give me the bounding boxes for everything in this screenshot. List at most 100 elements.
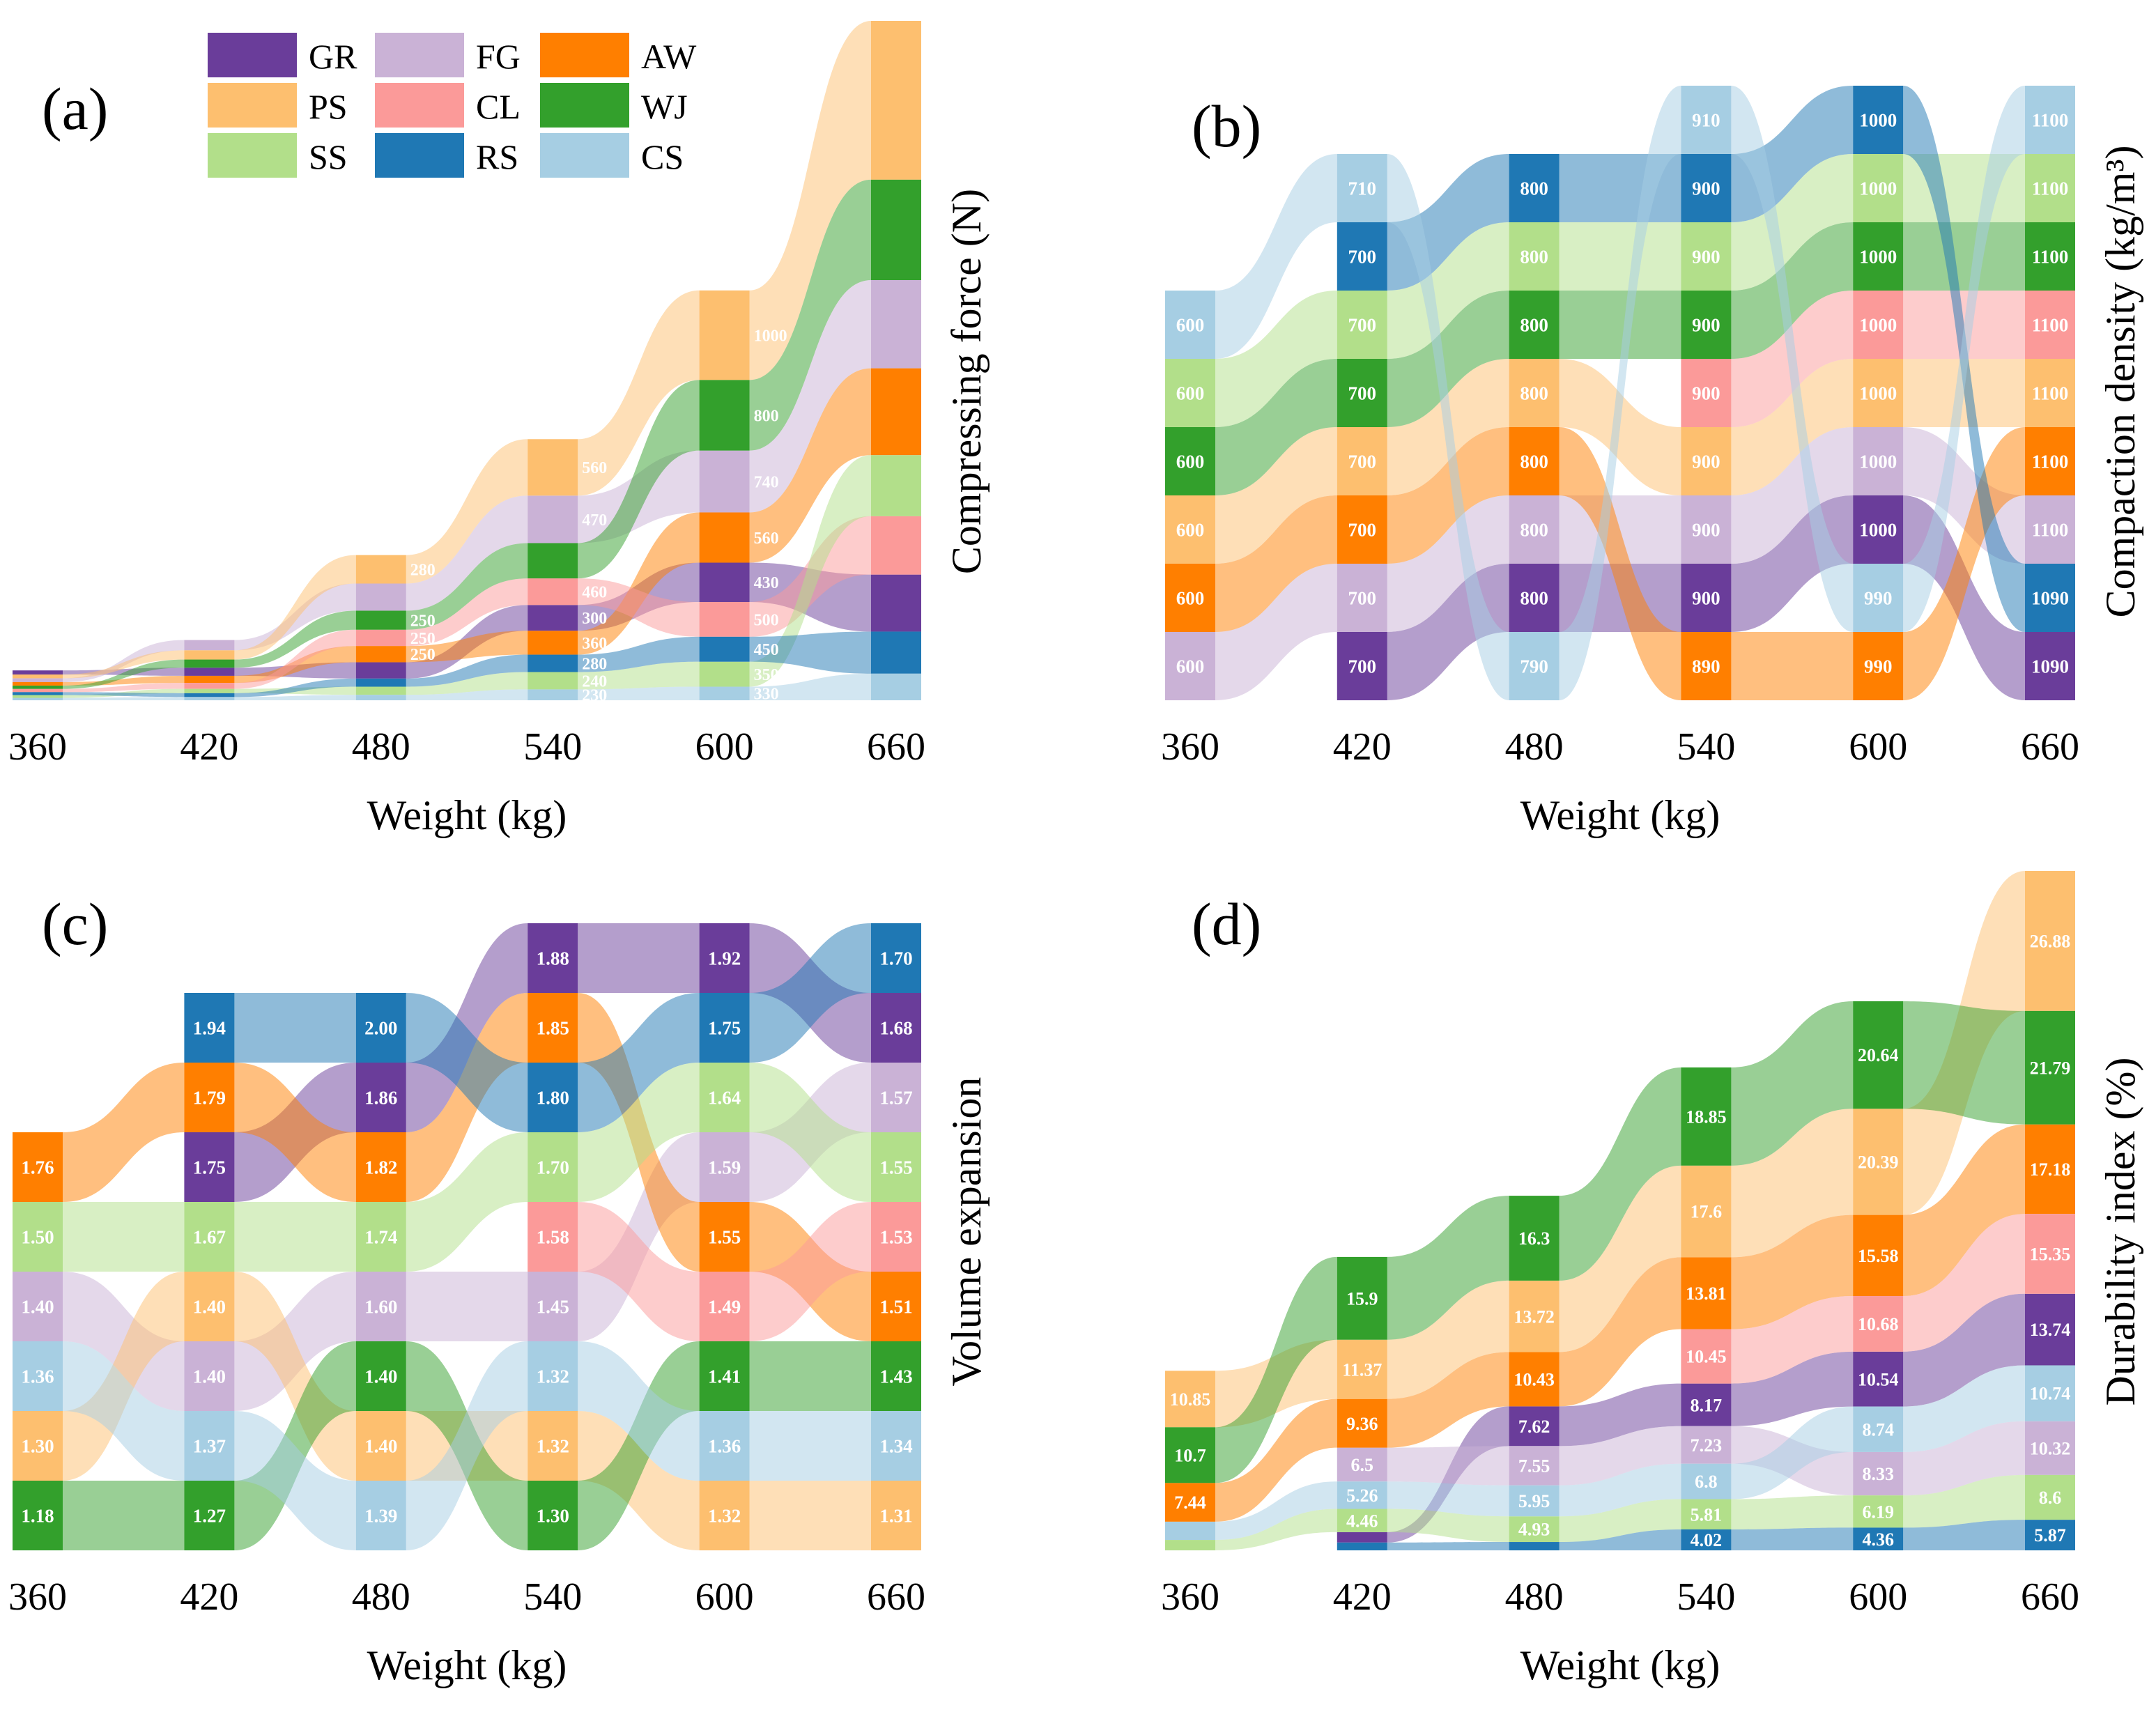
- ribbon-wj: [1903, 222, 2025, 291]
- data-label: 800: [1520, 519, 1548, 540]
- bar-gr-480: [1509, 1406, 1560, 1447]
- ribbon-ss: [1387, 1509, 1509, 1543]
- bar-fg-660: [871, 1063, 921, 1132]
- bar-gr-420: [1337, 1532, 1387, 1543]
- ribbon-cl: [1731, 1296, 1854, 1384]
- x-axis-label: Weight (kg): [367, 792, 567, 838]
- data-label: 1.55: [708, 1226, 741, 1247]
- ribbon-cs: [1559, 86, 1681, 700]
- bar-cl-660: [871, 516, 921, 575]
- bar-rs-660: [2025, 564, 2075, 632]
- bar-cs-480: [355, 1481, 406, 1550]
- bar-cs-420: [1337, 154, 1387, 222]
- bar-cl-660: [871, 1202, 921, 1272]
- panel-label: (d): [1192, 890, 1261, 957]
- ribbon-ps: [1731, 359, 1854, 495]
- bar-cs-540: [528, 689, 578, 700]
- ribbon-ps: [63, 650, 185, 679]
- data-label: 1090: [2031, 656, 2069, 677]
- bar-ss-540: [1681, 222, 1732, 291]
- bar-fg-480: [355, 583, 406, 611]
- bar-ss-360: [1165, 1540, 1215, 1550]
- data-label: 900: [1692, 178, 1720, 199]
- ribbon-wj: [234, 610, 356, 668]
- bar-rs-600: [1853, 1527, 1904, 1550]
- bar-ps-660: [2025, 871, 2075, 1011]
- bar-ss-660: [871, 1132, 921, 1202]
- legend-swatch-wj: [540, 83, 629, 128]
- data-label: 1.32: [537, 1366, 569, 1387]
- bar-fg-660: [2025, 495, 2075, 564]
- data-label: 360: [582, 635, 607, 653]
- data-label: 1.30: [21, 1435, 54, 1456]
- data-label: 1100: [2032, 519, 2069, 540]
- bar-gr-420: [184, 1132, 235, 1202]
- data-label: 1.37: [193, 1435, 226, 1456]
- bar-wj-360: [1165, 1427, 1215, 1483]
- data-label: 790: [1520, 656, 1548, 677]
- y-axis-label: Durability index (%): [2097, 1058, 2143, 1406]
- data-label: 1000: [1859, 178, 1897, 199]
- ribbon-cl: [749, 1202, 871, 1341]
- ribbon-cl: [1903, 1214, 2025, 1352]
- bar-ps-600: [1853, 359, 1904, 427]
- bar-wj-420: [1337, 1256, 1387, 1340]
- bar-ss-600: [699, 1063, 750, 1132]
- legend-label-gr: GR: [309, 37, 357, 76]
- bar-aw-480: [1509, 1352, 1560, 1407]
- ribbon-wj: [1903, 1001, 2025, 1125]
- data-label: 1.60: [364, 1296, 397, 1317]
- data-label: 700: [1348, 383, 1377, 403]
- bar-ps-600: [699, 1481, 750, 1550]
- bar-gr-540: [528, 923, 578, 993]
- bar-aw-600: [1853, 632, 1904, 700]
- legend-label-ss: SS: [309, 137, 348, 176]
- legend: GR FG AW PS CL WJ SS RS CS: [208, 33, 697, 178]
- bar-aw-480: [355, 646, 406, 663]
- bar-fg-540: [528, 495, 578, 543]
- ribbon-gr: [578, 923, 700, 993]
- ribbon-ps: [406, 439, 528, 584]
- legend-swatch-rs: [375, 133, 464, 178]
- ribbon-wj: [1387, 291, 1509, 427]
- ribbon-cl: [63, 683, 185, 693]
- bar-wj-420: [1337, 359, 1387, 427]
- bar-ps-420: [184, 1272, 235, 1341]
- bar-cl-540: [1681, 1329, 1732, 1384]
- data-label: 10.45: [1686, 1347, 1727, 1367]
- bar-ps-660: [871, 1481, 921, 1550]
- data-label: 1.75: [708, 1017, 741, 1038]
- bar-wj-360: [13, 685, 63, 689]
- bar-fg-600: [1853, 1451, 1904, 1496]
- data-label: 13.74: [2030, 1320, 2071, 1340]
- ribbon-wj: [63, 1481, 185, 1550]
- ribbon-cs: [63, 697, 185, 700]
- bar-ss-420: [184, 688, 235, 693]
- x-tick-label: 420: [1333, 1575, 1392, 1619]
- bar-aw-480: [355, 1132, 406, 1202]
- bar-ss-360: [13, 1202, 63, 1272]
- data-label: 1.59: [708, 1157, 741, 1178]
- data-label: 5.95: [1518, 1491, 1550, 1511]
- x-axis-label: Weight (kg): [367, 1642, 567, 1688]
- ribbon-fg: [406, 495, 528, 611]
- data-label: 7.55: [1518, 1456, 1550, 1476]
- bar-gr-480: [355, 1063, 406, 1132]
- data-label: 1.36: [21, 1366, 54, 1387]
- bar-gr-420: [1337, 632, 1387, 700]
- data-label: 1.45: [537, 1296, 569, 1317]
- bar-ps-660: [871, 21, 921, 180]
- ribbon-wj: [1731, 1001, 1854, 1166]
- data-label: 1.57: [879, 1087, 912, 1108]
- data-label: 1.79: [193, 1087, 226, 1108]
- ribbon-aw: [1559, 427, 1681, 700]
- bar-wj-600: [699, 1341, 750, 1411]
- ribbon-fg: [1903, 1421, 2025, 1496]
- bar-aw-660: [2025, 1124, 2075, 1214]
- x-tick-label: 420: [1333, 725, 1392, 769]
- bar-wj-540: [528, 1481, 578, 1550]
- data-label: 6.19: [1862, 1502, 1894, 1522]
- data-label: 21.79: [2030, 1058, 2071, 1078]
- data-label: 600: [1176, 451, 1205, 472]
